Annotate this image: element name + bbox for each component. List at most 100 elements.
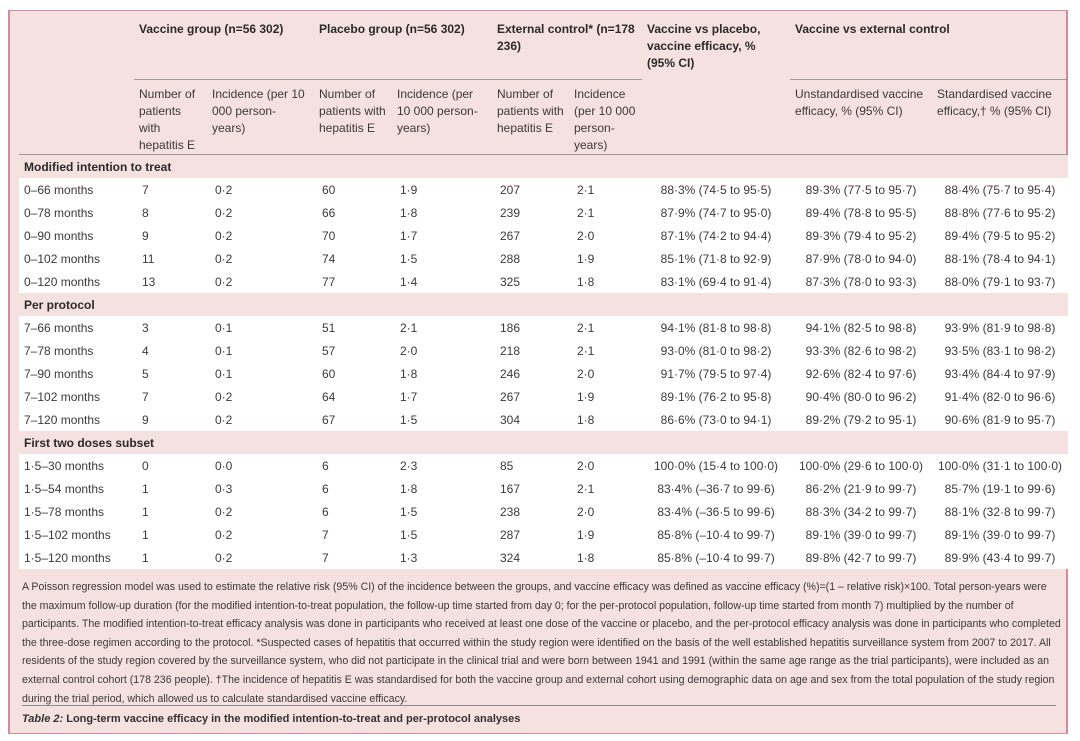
cell-standardised-efficacy: 88·1% (78·4 to 94·1) — [932, 247, 1069, 270]
table-panel: Vaccine group (n=56 302) Placebo group (… — [8, 10, 1069, 734]
cell-unstandardised-efficacy: 93·3% (82·6 to 98·2) — [790, 339, 933, 362]
cell-period: 7–90 months — [19, 362, 134, 385]
cell-external-incidence: 2·0 — [569, 362, 643, 385]
section-title: Per protocol — [19, 293, 1069, 316]
cell-unstandardised-efficacy: 87·9% (78·0 to 94·0) — [790, 247, 933, 270]
cell-vs-placebo-efficacy: 85·1% (71·8 to 92·9) — [642, 247, 791, 270]
cell-external-incidence: 2·1 — [569, 178, 643, 201]
table-row: 7–66 months 3 0·1 51 2·1 186 2·1 94·1% (81·8 to… — [19, 316, 1069, 339]
row-label-header — [19, 79, 134, 155]
cell-vs-placebo-efficacy: 86·6% (73·0 to 94·1) — [642, 408, 791, 431]
vaccine-number-header: Number of patients with hepatitis E — [134, 79, 207, 155]
cell-vaccine-incidence: 0·2 — [207, 224, 314, 247]
cell-external-number: 246 — [492, 362, 569, 385]
cell-period: 7–78 months — [19, 339, 134, 362]
cell-external-incidence: 2·0 — [569, 500, 643, 523]
cell-vaccine-incidence: 0·3 — [207, 477, 314, 500]
cell-external-number: 239 — [492, 201, 569, 224]
cell-placebo-number: 70 — [314, 224, 392, 247]
cell-external-number: 324 — [492, 546, 569, 569]
cell-vaccine-number: 4 — [134, 339, 207, 362]
cell-standardised-efficacy: 90·6% (81·9 to 95·7) — [932, 408, 1069, 431]
cell-placebo-number: 6 — [314, 477, 392, 500]
cell-vaccine-incidence: 0·2 — [207, 270, 314, 293]
cell-period: 0–66 months — [19, 178, 134, 201]
table-row: 0–102 months 11 0·2 74 1·5 288 1·9 85·1% (71·8 … — [19, 247, 1069, 270]
cell-placebo-incidence: 2·1 — [392, 316, 492, 339]
cell-placebo-number: 60 — [314, 178, 392, 201]
cell-standardised-efficacy: 89·9% (43·4 to 99·7) — [932, 546, 1069, 569]
cell-vaccine-number: 8 — [134, 201, 207, 224]
external-control-header: External control* (n=178 236) — [492, 11, 643, 80]
placebo-group-header: Placebo group (n=56 302) — [314, 11, 492, 80]
placebo-number-header: Number of patients with hepatitis E — [314, 79, 392, 155]
cell-unstandardised-efficacy: 89·1% (39·0 to 99·7) — [790, 523, 933, 546]
cell-external-number: 238 — [492, 500, 569, 523]
table-row: 1·5–78 months 1 0·2 6 1·5 238 2·0 83·4% (–36·5 … — [19, 500, 1069, 523]
vaccine-incidence-header: Incidence (per 10 000 person-years) — [207, 79, 314, 155]
cell-vaccine-number: 1 — [134, 546, 207, 569]
cell-external-number: 186 — [492, 316, 569, 339]
cell-placebo-incidence: 1·5 — [392, 408, 492, 431]
cell-vaccine-incidence: 0·2 — [207, 523, 314, 546]
cell-placebo-incidence: 1·7 — [392, 224, 492, 247]
table-row: 0–78 months 8 0·2 66 1·8 239 2·1 87·9% (74·7 to… — [19, 201, 1069, 224]
cell-vaccine-number: 7 — [134, 385, 207, 408]
cell-vs-placebo-efficacy: 100·0% (15·4 to 100·0) — [642, 454, 791, 477]
external-number-header: Number of patients with hepatitis E — [492, 79, 569, 155]
cell-vs-placebo-efficacy: 83·1% (69·4 to 91·4) — [642, 270, 791, 293]
cell-external-incidence: 2·1 — [569, 201, 643, 224]
table-row: 1·5–102 months 1 0·2 7 1·5 287 1·9 85·8% (–10·4… — [19, 523, 1069, 546]
cell-placebo-number: 74 — [314, 247, 392, 270]
table-body: Modified intention to treat 0–66 months 7 0… — [19, 154, 1069, 569]
cell-vaccine-incidence: 0·2 — [207, 546, 314, 569]
cell-period: 1·5–54 months — [19, 477, 134, 500]
section-title: Modified intention to treat — [19, 154, 1069, 178]
cell-period: 0–120 months — [19, 270, 134, 293]
table-footnote: A Poisson regression model was used to e… — [22, 581, 1061, 705]
cell-vs-placebo-efficacy: 87·1% (74·2 to 94·4) — [642, 224, 791, 247]
cell-external-number: 167 — [492, 477, 569, 500]
cell-external-incidence: 1·8 — [569, 408, 643, 431]
cell-external-incidence: 2·1 — [569, 477, 643, 500]
cell-placebo-number: 6 — [314, 454, 392, 477]
cell-unstandardised-efficacy: 89·3% (77·5 to 95·7) — [790, 178, 933, 201]
cell-vaccine-number: 11 — [134, 247, 207, 270]
cell-placebo-incidence: 1·4 — [392, 270, 492, 293]
vs-placebo-header: Vaccine vs placebo, vaccine efficacy, % … — [642, 11, 791, 155]
cell-placebo-incidence: 1·7 — [392, 385, 492, 408]
cell-standardised-efficacy: 93·9% (81·9 to 98·8) — [932, 316, 1069, 339]
cell-unstandardised-efficacy: 89·4% (78·8 to 95·5) — [790, 201, 933, 224]
cell-vs-placebo-efficacy: 85·8% (–10·4 to 99·7) — [642, 546, 791, 569]
cell-placebo-number: 51 — [314, 316, 392, 339]
cell-standardised-efficacy: 88·8% (77·6 to 95·2) — [932, 201, 1069, 224]
cell-vaccine-incidence: 0·0 — [207, 454, 314, 477]
cell-placebo-number: 77 — [314, 270, 392, 293]
cell-vs-placebo-efficacy: 89·1% (76·2 to 95·8) — [642, 385, 791, 408]
section-row: Per protocol — [19, 293, 1069, 316]
cell-external-incidence: 2·0 — [569, 454, 643, 477]
cell-external-number: 287 — [492, 523, 569, 546]
cell-standardised-efficacy: 93·4% (84·4 to 97·9) — [932, 362, 1069, 385]
table-row: 1·5–120 months 1 0·2 7 1·3 324 1·8 85·8% (–10·4… — [19, 546, 1069, 569]
cell-placebo-incidence: 1·8 — [392, 477, 492, 500]
cell-placebo-number: 66 — [314, 201, 392, 224]
caption-label: Table 2: — [22, 713, 64, 725]
cell-external-number: 304 — [492, 408, 569, 431]
cell-vs-placebo-efficacy: 83·4% (–36·5 to 99·6) — [642, 500, 791, 523]
section-row: Modified intention to treat — [19, 154, 1069, 178]
cell-period: 1·5–78 months — [19, 500, 134, 523]
cell-vaccine-number: 0 — [134, 454, 207, 477]
cell-vs-placebo-efficacy: 87·9% (74·7 to 95·0) — [642, 201, 791, 224]
cell-external-number: 325 — [492, 270, 569, 293]
cell-period: 0–78 months — [19, 201, 134, 224]
standardised-header: Standardised vaccine efficacy,† % (95% C… — [932, 79, 1069, 155]
cell-standardised-efficacy: 85·7% (19·1 to 99·6) — [932, 477, 1069, 500]
section-row: First two doses subset — [19, 431, 1069, 454]
cell-external-incidence: 1·9 — [569, 523, 643, 546]
cell-external-number: 218 — [492, 339, 569, 362]
cell-vaccine-number: 1 — [134, 500, 207, 523]
cell-unstandardised-efficacy: 90·4% (80·0 to 96·2) — [790, 385, 933, 408]
table-row: 1·5–54 months 1 0·3 6 1·8 167 2·1 83·4% (–36·7 … — [19, 477, 1069, 500]
cell-placebo-incidence: 2·3 — [392, 454, 492, 477]
